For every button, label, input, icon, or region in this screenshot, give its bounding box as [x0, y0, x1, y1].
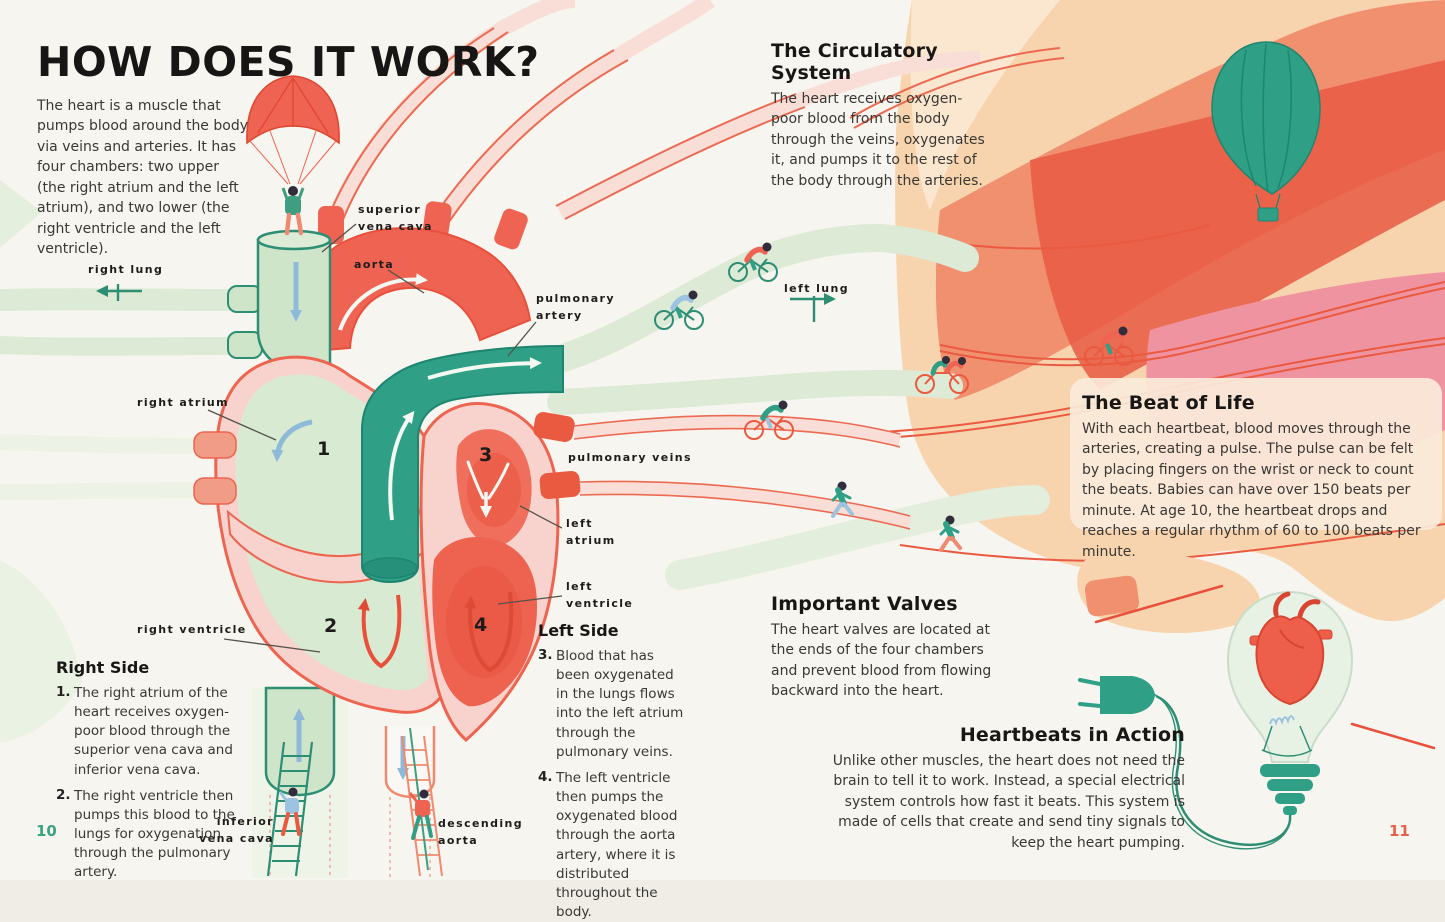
pulmonary-vein-stub — [539, 470, 581, 500]
vein-stub — [193, 477, 237, 505]
superior-vena-cava-shape — [227, 229, 332, 378]
section-heading: Heartbeats in Action — [959, 724, 1185, 746]
section-body: Unlike other muscles, the heart does not… — [832, 753, 1185, 851]
list-item: 3. Blood that has been oxygenated in the… — [538, 647, 686, 762]
leader-lines — [207, 223, 563, 653]
label-left-ventricle: left ventricle — [566, 580, 634, 610]
section-circulatory-system: The Circulatory System The heart receive… — [771, 40, 991, 191]
artery-ribbons-illustration — [322, 0, 1065, 233]
label-pulmonary-veins: pulmonary veins — [568, 451, 692, 464]
chamber-number-1: 1 — [317, 438, 331, 460]
list-item: 2. The right ventricle then pumps this b… — [56, 787, 258, 883]
runner-figure — [939, 515, 962, 552]
label-aorta: aorta — [354, 258, 395, 271]
section-heading: The Circulatory System — [771, 40, 938, 84]
vein-stub — [193, 431, 237, 459]
tandem-cyclists-figure — [915, 356, 969, 394]
list-item-text: The left ventricle then pumps the oxygen… — [556, 769, 678, 921]
section-heading: The Beat of Life — [1082, 392, 1255, 414]
chamber-number-4: 4 — [474, 614, 488, 636]
left-side-heading: Left Side — [538, 621, 619, 640]
left-side-list: Left Side 3. Blood that has been oxygena… — [538, 621, 686, 922]
label-descending-aorta: descending aorta — [438, 817, 524, 847]
section-body: With each heartbeat, blood moves through… — [1082, 421, 1421, 560]
cyclist-figure — [744, 400, 794, 440]
page-number-left: 10 — [36, 822, 57, 840]
section-beat-of-life: The Beat of Life With each heartbeat, bl… — [1082, 392, 1432, 562]
label-superior-vena-cava: superior vena cava — [358, 203, 433, 233]
aorta-shape — [297, 201, 532, 354]
cyclist-figure — [1084, 326, 1134, 366]
illustration — [0, 0, 1445, 878]
runner-figure — [831, 481, 854, 518]
hot-air-balloon-icon — [1211, 41, 1321, 222]
label-pulmonary-artery: pulmonary artery — [536, 292, 615, 322]
page-title: HOW DOES IT WORK? — [37, 38, 540, 86]
right-side-heading: Right Side — [56, 658, 150, 677]
label-inferior-vena-cava: inferior vena cava — [199, 815, 274, 845]
section-heading: Important Valves — [771, 593, 958, 615]
list-item: 4. The left ventricle then pumps the oxy… — [538, 769, 686, 922]
cyclist-figure — [654, 290, 704, 330]
label-left-lung: left lung — [784, 282, 850, 295]
page-number-right: 11 — [1389, 822, 1410, 840]
right-side-list: Right Side 1. The right atrium of the he… — [56, 658, 258, 883]
intro-paragraph: The heart is a muscle that pumps blood a… — [37, 98, 248, 258]
section-body: The heart valves are located at the ends… — [771, 622, 992, 700]
list-item-number: 1. — [56, 684, 71, 700]
ladder-climber-figure — [266, 741, 314, 877]
label-right-atrium: right atrium — [137, 396, 229, 409]
list-item: 1. The right atrium of the heart receive… — [56, 684, 258, 780]
list-item-number: 2. — [56, 786, 71, 803]
label-right-lung: right lung — [88, 263, 164, 276]
section-heartbeats-in-action: Heartbeats in Action Unlike other muscle… — [827, 724, 1185, 853]
list-item-number: 3. — [538, 647, 553, 663]
list-item-number: 4. — [538, 768, 553, 785]
heart-lightbulb-illustration — [1078, 584, 1436, 850]
list-item-text: The right atrium of the heart receives o… — [74, 685, 233, 778]
pulmonary-artery-shape — [361, 344, 564, 584]
chamber-number-3: 3 — [479, 444, 493, 466]
rope-climber-figure — [401, 727, 443, 877]
pulmonary-vein-ribbons — [573, 414, 912, 530]
label-left-atrium: left atrium — [566, 517, 616, 547]
cyclist-figure — [728, 242, 778, 282]
lung-direction-arrows — [96, 284, 836, 322]
list-item-text: The right ventricle then pumps this bloo… — [74, 787, 235, 881]
left-heart-shape — [419, 402, 560, 743]
inferior-vena-cava-shape — [264, 686, 336, 878]
parachutist-figure — [246, 75, 340, 236]
chamber-number-2: 2 — [324, 615, 338, 637]
pulmonary-vein-stub — [533, 411, 575, 443]
section-body: The heart receives oxygen-poor blood fro… — [771, 91, 985, 189]
label-right-ventricle: right ventricle — [137, 623, 247, 636]
section-important-valves: Important Valves The heart valves are lo… — [771, 593, 1006, 702]
list-item-text: Blood that has been oxygenated in the lu… — [556, 648, 684, 760]
